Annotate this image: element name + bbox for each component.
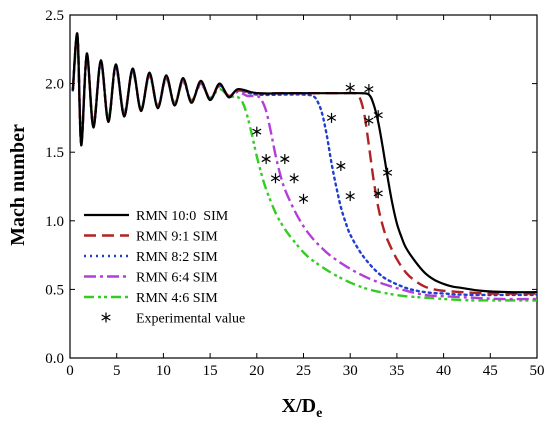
x-axis-title-main: X/D bbox=[282, 395, 316, 417]
experimental-point-13-stroke-2 bbox=[373, 190, 383, 197]
legend-label-5: Experimental value bbox=[136, 312, 245, 327]
experimental-point-9 bbox=[345, 82, 355, 93]
experimental-point-10-stroke-2 bbox=[364, 86, 374, 93]
y-tick-label-1: 1.0 bbox=[45, 214, 64, 230]
experimental-point-1 bbox=[261, 154, 271, 165]
experimental-point-14 bbox=[382, 167, 393, 178]
y-tick-label-2: 2.0 bbox=[45, 77, 64, 93]
experimental-point-2 bbox=[270, 173, 281, 184]
experimental-point-0 bbox=[252, 126, 262, 137]
legend-marker-5 bbox=[101, 312, 111, 323]
x-tick-label-20: 20 bbox=[249, 363, 264, 379]
y-tick-label-0: 0.0 bbox=[45, 351, 64, 367]
series-layer bbox=[71, 32, 537, 302]
experimental-point-6 bbox=[326, 112, 337, 123]
x-tick-label-50: 50 bbox=[530, 363, 545, 379]
y-tick-label-2.5: 2.5 bbox=[45, 8, 64, 24]
series-line-1 bbox=[71, 35, 537, 295]
x-tick-label-5: 5 bbox=[113, 363, 121, 379]
legend-label-1: RMN 9:1 SIM bbox=[136, 230, 218, 245]
axes bbox=[69, 14, 538, 359]
legend-label-2: RMN 8:2 SIM bbox=[136, 250, 218, 265]
experimental-point-12 bbox=[373, 110, 383, 121]
experimental-point-5 bbox=[298, 193, 309, 204]
ticks: 0 5 10 15 20 25 30 35 40 45 50 0.0 0.5 1.0 1.5 2.0 2.5 bbox=[45, 8, 544, 379]
x-axis-title-subscript: e bbox=[316, 406, 322, 421]
experimental-point-5-stroke-2 bbox=[298, 195, 309, 202]
x-tick-label-25: 25 bbox=[296, 363, 311, 379]
x-tick-label-15: 15 bbox=[203, 363, 218, 379]
series-line-3 bbox=[71, 36, 537, 301]
x-tick-label-35: 35 bbox=[389, 363, 404, 379]
experimental-point-12-stroke-2 bbox=[373, 112, 383, 119]
experimental-point-11 bbox=[364, 115, 374, 126]
experimental-point-3 bbox=[280, 154, 290, 165]
experimental-point-3-stroke-2 bbox=[280, 156, 290, 163]
x-axis-title: X/De bbox=[282, 395, 323, 421]
legend: RMN 10:0 SIM RMN 9:1 SIM RMN 8:2 SIM RMN 6:… bbox=[84, 209, 245, 327]
experimental-point-8 bbox=[345, 191, 355, 202]
experimental-point-0-stroke-2 bbox=[252, 128, 262, 135]
y-tick-label-1.5: 1.5 bbox=[45, 145, 64, 161]
y-tick-label-0.5: 0.5 bbox=[45, 282, 64, 298]
experimental-point-1-stroke-2 bbox=[261, 156, 271, 163]
x-tick-label-30: 30 bbox=[343, 363, 358, 379]
legend-marker-5-stroke-2 bbox=[101, 314, 111, 321]
legend-label-0: RMN 10:0 SIM bbox=[136, 209, 229, 224]
legend-label-3: RMN 6:4 SIM bbox=[136, 271, 218, 286]
x-tick-label-10: 10 bbox=[156, 363, 171, 379]
x-tick-label-40: 40 bbox=[436, 363, 451, 379]
experimental-point-10 bbox=[364, 84, 374, 95]
experimental-point-11-stroke-2 bbox=[364, 117, 374, 124]
experimental-point-7 bbox=[336, 160, 346, 171]
series-line-0 bbox=[71, 32, 537, 294]
y-axis-title: Mach number bbox=[7, 124, 29, 246]
experimental-point-8-stroke-2 bbox=[345, 193, 355, 200]
plot-frame bbox=[69, 14, 538, 359]
experimental-point-4-stroke-2 bbox=[289, 175, 299, 182]
x-tick-label-45: 45 bbox=[483, 363, 498, 379]
x-tick-label-0: 0 bbox=[66, 363, 74, 379]
experimental-point-14-stroke-2 bbox=[382, 169, 393, 176]
experimental-point-6-stroke-2 bbox=[326, 114, 337, 121]
experimental-markers bbox=[252, 82, 393, 204]
experimental-point-7-stroke-2 bbox=[336, 162, 346, 169]
legend-label-4: RMN 4:6 SIM bbox=[136, 291, 218, 306]
experimental-point-13 bbox=[373, 188, 383, 199]
experimental-point-9-stroke-2 bbox=[345, 84, 355, 91]
experimental-point-2-stroke-2 bbox=[270, 175, 281, 182]
experimental-point-4 bbox=[289, 173, 299, 184]
